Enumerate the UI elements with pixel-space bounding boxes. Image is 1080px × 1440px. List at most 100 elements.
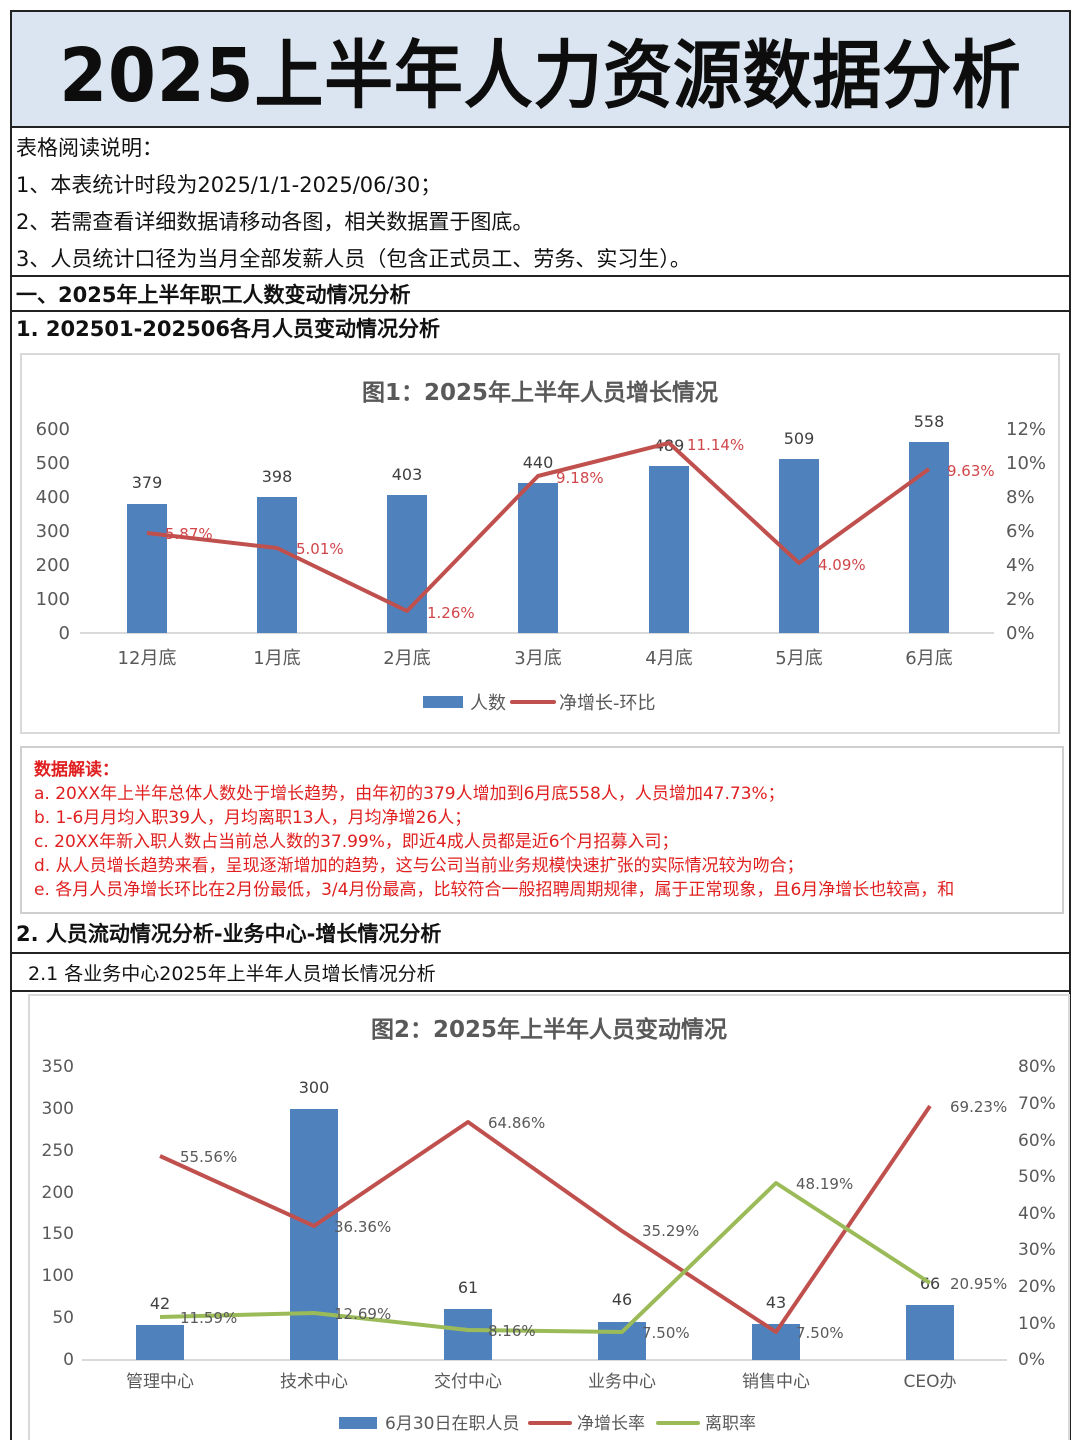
svg-text:300: 300 [299, 1078, 330, 1097]
svg-text:398: 398 [262, 467, 293, 486]
chart1-left-axis: 0 100 200 300 400 500 600 [36, 419, 70, 644]
section2-header: 2. 人员流动情况分析-业务中心-增长情况分析 [16, 922, 442, 946]
svg-text:4月底: 4月底 [645, 648, 692, 669]
bar[interactable] [136, 1325, 184, 1360]
interpretation-heading: 数据解读： [34, 760, 119, 780]
svg-text:35.29%: 35.29% [642, 1222, 699, 1240]
chart2-container[interactable]: 图2：2025年上半年人员变动情况 [28, 994, 1070, 1440]
interpretation-line: b. 1-6月月均入职39人，月均离职13人，月均净增26人； [34, 808, 472, 828]
svg-text:12月底: 12月底 [118, 648, 177, 669]
svg-text:100: 100 [42, 1266, 74, 1286]
svg-text:4.09%: 4.09% [818, 556, 866, 574]
section1-header: 一、2025年上半年职工人数变动情况分析 [12, 275, 1069, 311]
svg-text:0: 0 [63, 1350, 74, 1370]
bar[interactable] [598, 1322, 646, 1360]
note-item: 3、人员统计口径为当月全部发薪人员（包含正式员工、劳务、实习生）。 [16, 246, 691, 271]
chart2-right-axis: 0% 10% 20% 30% 40% 50% 60% 70% 80% [1018, 1057, 1056, 1370]
svg-text:12%: 12% [1006, 419, 1046, 440]
svg-text:36.36%: 36.36% [334, 1218, 391, 1236]
svg-text:200: 200 [42, 1183, 74, 1203]
interpretation-line: a. 20XX年上半年总体人数处于增长趋势，由年初的379人增加到6月底558人… [34, 784, 785, 804]
svg-text:12.69%: 12.69% [334, 1305, 391, 1323]
svg-text:9.18%: 9.18% [556, 469, 604, 487]
svg-text:509: 509 [784, 429, 815, 448]
svg-text:80%: 80% [1018, 1057, 1056, 1077]
chart2-attrition-labels: 11.59% 12.69% 8.16% 7.50% 48.19% 20.95% [180, 1175, 1007, 1342]
svg-text:440: 440 [523, 453, 554, 472]
svg-text:8.16%: 8.16% [488, 1322, 536, 1340]
svg-text:5.87%: 5.87% [165, 525, 213, 543]
svg-text:6月30日在职人员: 6月30日在职人员 [385, 1414, 519, 1434]
chart2-growth-labels: 55.56% 36.36% 64.86% 35.29% 7.50% 69.23% [180, 1098, 1007, 1342]
chart2-legend: 6月30日在职人员 净增长率 离职率 [339, 1414, 756, 1434]
svg-text:300: 300 [42, 1099, 74, 1119]
svg-text:30%: 30% [1018, 1240, 1056, 1260]
chart2-attrition-rate-line[interactable] [159, 1181, 932, 1334]
svg-text:42: 42 [150, 1294, 170, 1313]
chart1-legend: 人数 净增长-环比 [423, 693, 656, 714]
bar[interactable] [649, 466, 689, 633]
bar[interactable] [906, 1305, 954, 1360]
svg-text:6月底: 6月底 [905, 648, 952, 669]
svg-text:200: 200 [36, 555, 70, 576]
svg-text:11.59%: 11.59% [180, 1309, 237, 1327]
legend-swatch-bar [339, 1417, 377, 1429]
svg-text:10%: 10% [1006, 453, 1046, 474]
interpretation-box: 数据解读： a. 20XX年上半年总体人数处于增长趋势，由年初的379人增加到6… [20, 746, 1064, 914]
chart1-title: 图1：2025年上半年人员增长情况 [361, 380, 719, 406]
svg-text:50: 50 [52, 1308, 74, 1328]
svg-text:交付中心: 交付中心 [434, 1372, 502, 1392]
bar[interactable] [290, 1109, 338, 1360]
svg-text:CEO办: CEO办 [904, 1372, 957, 1392]
svg-text:100: 100 [36, 589, 70, 610]
bar[interactable] [257, 497, 297, 633]
svg-text:6%: 6% [1006, 521, 1035, 542]
svg-text:技术中心: 技术中心 [280, 1372, 348, 1392]
note-item: 2、若需查看详细数据请移动各图，相关数据置于图底。 [16, 209, 534, 234]
svg-text:4%: 4% [1006, 555, 1035, 576]
chart2-title: 图2：2025年上半年人员变动情况 [370, 1017, 728, 1043]
svg-text:0: 0 [59, 623, 70, 644]
title-band: 2025上半年人力资源数据分析 [12, 12, 1069, 128]
svg-text:403: 403 [392, 465, 423, 484]
svg-text:350: 350 [42, 1057, 74, 1077]
bar[interactable] [127, 504, 167, 633]
svg-text:管理中心: 管理中心 [126, 1372, 194, 1392]
bar[interactable] [909, 442, 949, 633]
svg-text:5.01%: 5.01% [296, 540, 344, 558]
svg-text:5月底: 5月底 [775, 648, 822, 669]
svg-text:60%: 60% [1018, 1131, 1056, 1151]
svg-text:400: 400 [36, 487, 70, 508]
svg-text:7.50%: 7.50% [796, 1324, 844, 1342]
bar[interactable] [779, 459, 819, 633]
section1-subheader: 1. 202501-202506各月人员变动情况分析 [12, 310, 1069, 344]
svg-text:净增长率: 净增长率 [577, 1414, 645, 1434]
svg-text:40%: 40% [1018, 1204, 1056, 1224]
interpretation-line: d. 从人员增长趋势来看，呈现逐渐增加的趋势，这与公司当前业务规模快速扩张的实际… [34, 856, 804, 876]
svg-text:46: 46 [612, 1290, 632, 1309]
svg-text:150: 150 [42, 1224, 74, 1244]
chart1-growth-line[interactable] [146, 441, 931, 613]
note-item: 1、本表统计时段为2025/1/1-2025/06/30； [16, 172, 442, 197]
svg-text:3月底: 3月底 [514, 648, 561, 669]
chart1-bars [127, 442, 949, 633]
svg-text:9.63%: 9.63% [947, 462, 995, 480]
svg-text:销售中心: 销售中心 [742, 1372, 810, 1392]
chart2-bar-labels: 42 300 61 46 43 66 [150, 1078, 940, 1313]
chart2-growth-rate-line[interactable] [159, 1104, 932, 1334]
svg-text:55.56%: 55.56% [180, 1148, 237, 1166]
interpretation-line: e. 各月人员净增长环比在2月份最低，3/4月份最高，比较符合一般招聘周期规律，… [34, 880, 955, 900]
svg-text:600: 600 [36, 419, 70, 440]
legend-swatch-bar [423, 696, 463, 708]
bar[interactable] [518, 483, 558, 633]
svg-text:69.23%: 69.23% [950, 1098, 1007, 1116]
svg-text:70%: 70% [1018, 1094, 1056, 1114]
svg-text:20%: 20% [1018, 1277, 1056, 1297]
page-title: 2025上半年人力资源数据分析 [59, 32, 1022, 119]
chart1-line-labels: 5.87% 5.01% 1.26% 9.18% 11.14% 4.09% 9.6… [165, 436, 995, 622]
bar[interactable] [444, 1309, 492, 1360]
chart1-right-axis: 0% 2% 4% 6% 8% 10% 12% [1006, 419, 1046, 644]
interpretation-line: c. 20XX年新入职人数占当前总人数的37.99%，即近4成人员都是近6个月招… [34, 832, 679, 852]
